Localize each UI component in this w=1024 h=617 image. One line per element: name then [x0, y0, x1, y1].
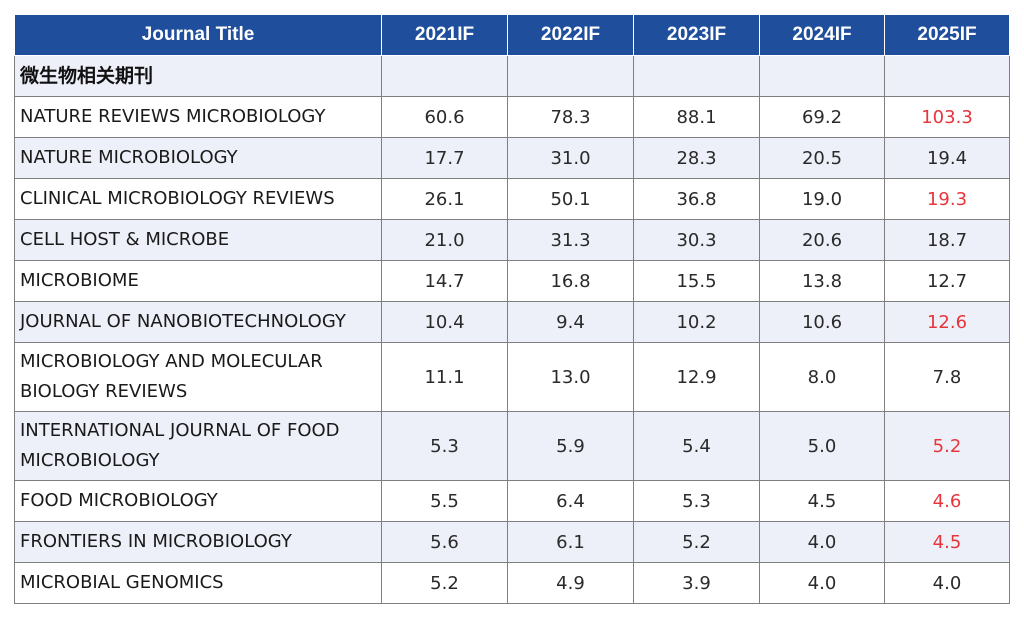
if-2022: 78.3	[507, 96, 634, 138]
if-2024: 10.6	[759, 301, 885, 343]
if-2023: 12.9	[633, 342, 760, 412]
journal-title: INTERNATIONAL JOURNAL OF FOOD MICROBIOLO…	[14, 411, 382, 481]
year-header-2023: 2023IF	[633, 14, 760, 56]
if-2023: 3.9	[633, 562, 760, 604]
journal-title: FOOD MICROBIOLOGY	[14, 480, 382, 522]
header-row: Journal Title 2021IF 2022IF 2023IF 2024I…	[14, 14, 1010, 56]
year-header-2022: 2022IF	[507, 14, 634, 56]
journal-title-header: Journal Title	[14, 14, 382, 56]
if-2023: 5.2	[633, 521, 760, 563]
category-row: 微生物相关期刊	[14, 55, 1010, 97]
if-2025: 19.4	[884, 137, 1010, 179]
journal-title: NATURE MICROBIOLOGY	[14, 137, 382, 179]
if-2025: 7.8	[884, 342, 1010, 412]
if-2025: 4.6	[884, 480, 1010, 522]
year-header-2021: 2021IF	[381, 14, 508, 56]
empty-cell	[884, 55, 1010, 97]
if-2025: 12.6	[884, 301, 1010, 343]
if-2024: 19.0	[759, 178, 885, 220]
journal-title: FRONTIERS IN MICROBIOLOGY	[14, 521, 382, 563]
table-row: JOURNAL OF NANOBIOTECHNOLOGY 10.4 9.4 10…	[14, 301, 1010, 343]
if-2021: 60.6	[381, 96, 508, 138]
empty-cell	[507, 55, 634, 97]
table-row: FOOD MICROBIOLOGY 5.5 6.4 5.3 4.5 4.6	[14, 480, 1010, 522]
journal-title: CLINICAL MICROBIOLOGY REVIEWS	[14, 178, 382, 220]
if-2021: 14.7	[381, 260, 508, 302]
if-2022: 16.8	[507, 260, 634, 302]
if-2023: 88.1	[633, 96, 760, 138]
if-2021: 21.0	[381, 219, 508, 261]
if-2022: 31.0	[507, 137, 634, 179]
if-2025: 4.0	[884, 562, 1010, 604]
if-2021: 11.1	[381, 342, 508, 412]
if-2023: 36.8	[633, 178, 760, 220]
if-2025: 103.3	[884, 96, 1010, 138]
if-2025: 18.7	[884, 219, 1010, 261]
if-2023: 5.4	[633, 411, 760, 481]
if-2023: 5.3	[633, 480, 760, 522]
empty-cell	[381, 55, 508, 97]
impact-factor-table: Journal Title 2021IF 2022IF 2023IF 2024I…	[14, 14, 1010, 604]
year-header-2025: 2025IF	[884, 14, 1010, 56]
if-2023: 10.2	[633, 301, 760, 343]
if-2022: 9.4	[507, 301, 634, 343]
if-2024: 20.5	[759, 137, 885, 179]
if-2021: 10.4	[381, 301, 508, 343]
if-2021: 5.3	[381, 411, 508, 481]
table-row: MICROBIAL GENOMICS 5.2 4.9 3.9 4.0 4.0	[14, 562, 1010, 604]
if-2023: 28.3	[633, 137, 760, 179]
journal-title: MICROBIOME	[14, 260, 382, 302]
if-2021: 5.6	[381, 521, 508, 563]
if-2024: 4.5	[759, 480, 885, 522]
if-2025: 19.3	[884, 178, 1010, 220]
journal-title: NATURE REVIEWS MICROBIOLOGY	[14, 96, 382, 138]
year-header-2024: 2024IF	[759, 14, 885, 56]
table-row: NATURE REVIEWS MICROBIOLOGY 60.6 78.3 88…	[14, 96, 1010, 138]
category-label: 微生物相关期刊	[14, 55, 382, 97]
journal-title: JOURNAL OF NANOBIOTECHNOLOGY	[14, 301, 382, 343]
if-2021: 5.5	[381, 480, 508, 522]
if-2022: 31.3	[507, 219, 634, 261]
if-2025: 12.7	[884, 260, 1010, 302]
if-2022: 6.1	[507, 521, 634, 563]
if-2022: 13.0	[507, 342, 634, 412]
table-row: CLINICAL MICROBIOLOGY REVIEWS 26.1 50.1 …	[14, 178, 1010, 220]
journal-title: MICROBIOLOGY AND MOLECULAR BIOLOGY REVIE…	[14, 342, 382, 412]
table-row: FRONTIERS IN MICROBIOLOGY 5.6 6.1 5.2 4.…	[14, 521, 1010, 563]
journal-title: MICROBIAL GENOMICS	[14, 562, 382, 604]
if-2023: 30.3	[633, 219, 760, 261]
journal-title: CELL HOST & MICROBE	[14, 219, 382, 261]
table-row: INTERNATIONAL JOURNAL OF FOOD MICROBIOLO…	[14, 411, 1010, 481]
table-row: MICROBIOME 14.7 16.8 15.5 13.8 12.7	[14, 260, 1010, 302]
if-2021: 26.1	[381, 178, 508, 220]
if-2024: 8.0	[759, 342, 885, 412]
if-2022: 6.4	[507, 480, 634, 522]
if-2025: 5.2	[884, 411, 1010, 481]
if-2023: 15.5	[633, 260, 760, 302]
if-2021: 17.7	[381, 137, 508, 179]
table-row: MICROBIOLOGY AND MOLECULAR BIOLOGY REVIE…	[14, 342, 1010, 412]
if-2025: 4.5	[884, 521, 1010, 563]
if-2021: 5.2	[381, 562, 508, 604]
empty-cell	[633, 55, 760, 97]
if-2024: 4.0	[759, 562, 885, 604]
if-2024: 20.6	[759, 219, 885, 261]
if-2024: 69.2	[759, 96, 885, 138]
if-2024: 4.0	[759, 521, 885, 563]
impact-factor-table-container: Journal Title 2021IF 2022IF 2023IF 2024I…	[14, 14, 1010, 604]
if-2022: 50.1	[507, 178, 634, 220]
if-2022: 5.9	[507, 411, 634, 481]
if-2024: 5.0	[759, 411, 885, 481]
empty-cell	[759, 55, 885, 97]
if-2024: 13.8	[759, 260, 885, 302]
table-row: CELL HOST & MICROBE 21.0 31.3 30.3 20.6 …	[14, 219, 1010, 261]
table-row: NATURE MICROBIOLOGY 17.7 31.0 28.3 20.5 …	[14, 137, 1010, 179]
if-2022: 4.9	[507, 562, 634, 604]
